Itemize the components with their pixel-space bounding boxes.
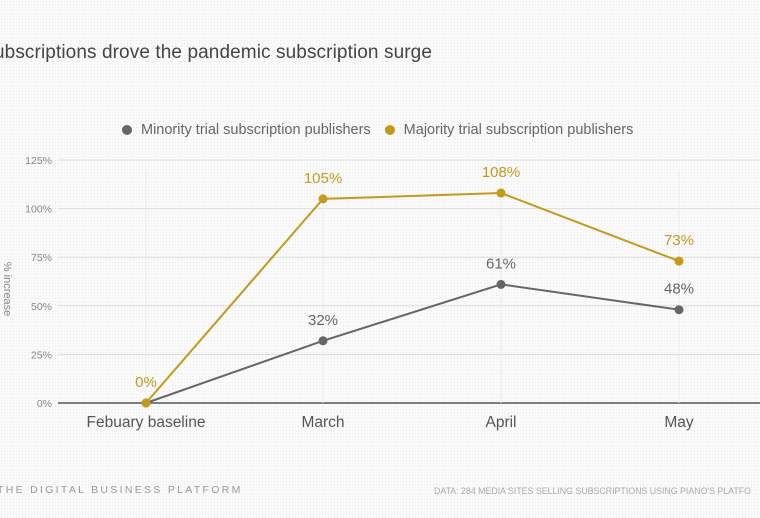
footer-brand: THE DIGITAL BUSINESS PLATFORM: [0, 484, 243, 496]
legend-label-minority: Minority trial subscription publishers: [141, 122, 371, 138]
legend-marker-majority: [384, 125, 395, 135]
x-tick-label: Febuary baseline: [87, 414, 206, 431]
data-label: 48%: [664, 281, 694, 298]
data-labels: 32% 61% 48% 0% 105% 108% 73%: [135, 164, 694, 391]
data-label: 108%: [482, 164, 520, 181]
data-point: [496, 188, 506, 198]
data-label: 73%: [664, 232, 694, 249]
y-tick-label: 0%: [37, 398, 52, 410]
grid: [58, 159, 760, 404]
series-line-majority: [145, 192, 680, 404]
legend-label-majority: Majority trial subscription publishers: [403, 122, 634, 138]
series-lines: [141, 188, 684, 408]
legend: Minority trial subscription publishers M…: [122, 122, 647, 138]
data-label: 105%: [304, 170, 342, 187]
data-label: 61%: [486, 255, 516, 272]
y-tick-label: 50%: [31, 301, 52, 313]
x-tick-label: April: [485, 414, 516, 431]
legend-item-minority[interactable]: Minority trial subscription publishers: [122, 122, 371, 138]
y-tick-label: 25%: [31, 349, 52, 361]
data-label: 0%: [135, 374, 157, 391]
data-point: [674, 305, 684, 315]
x-tick-label: May: [664, 414, 694, 431]
y-tick-label: 75%: [31, 252, 52, 264]
footer-source: DATA: 284 MEDIA SITES SELLING SUBSCRIPTI…: [434, 486, 751, 496]
series-line-minority: [145, 283, 680, 404]
data-point: [496, 279, 506, 289]
legend-item-majority[interactable]: Majority trial subscription publishers: [384, 122, 634, 138]
data-label: 32%: [308, 312, 338, 329]
chart-title: ubscriptions drove the pandemic subscrip…: [0, 42, 433, 63]
x-axis-ticks: Febuary baseline March April May: [87, 414, 694, 431]
legend-marker-minority: [122, 125, 132, 135]
data-point: [318, 336, 328, 346]
y-tick-label: 100%: [25, 204, 52, 216]
y-axis-ticks: 0% 25% 50% 75% 100% 125%: [25, 155, 52, 410]
data-point: [674, 256, 684, 266]
data-point: [141, 398, 151, 408]
y-tick-label: 125%: [25, 155, 52, 167]
data-point: [318, 194, 328, 204]
x-tick-label: March: [301, 414, 344, 431]
